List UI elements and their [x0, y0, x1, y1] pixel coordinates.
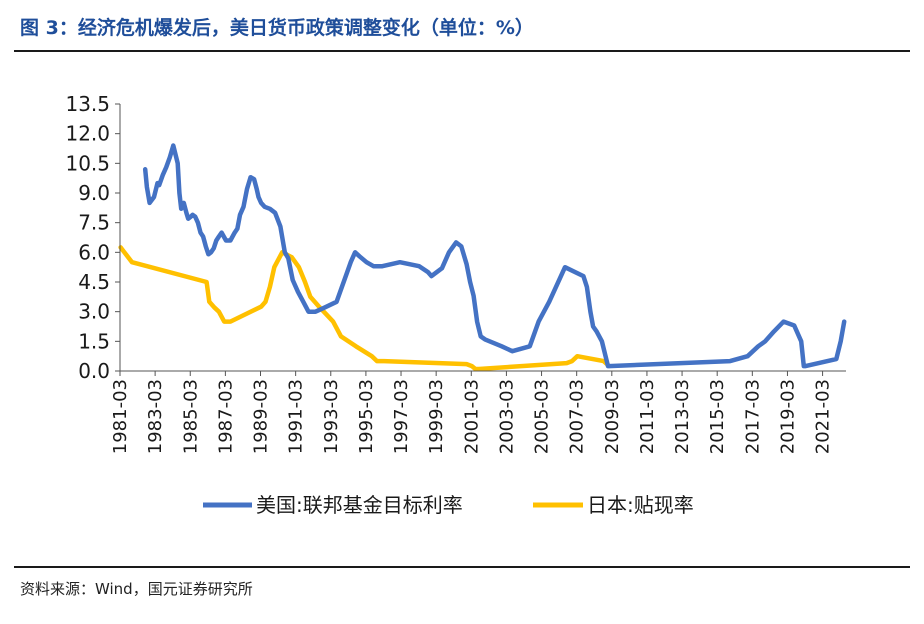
plot-area [118, 143, 847, 372]
x-tick-label: 2001-03 [461, 379, 482, 454]
x-tick-label: 2005-03 [532, 379, 553, 454]
x-tick-label: 2019-03 [777, 379, 798, 454]
x-tick-label: 1993-03 [321, 379, 342, 454]
x-tick-label: 1981-03 [110, 379, 131, 454]
y-tick-label: 4.5 [78, 270, 110, 294]
y-tick-label: 9.0 [78, 181, 110, 205]
x-tick-label: 2007-03 [567, 379, 588, 454]
y-axis: 0.0 1.5 3.0 4.5 6.0 7.5 9.0 10.5 12.0 13.5 [65, 92, 121, 383]
y-tick-label: 12.0 [65, 122, 110, 146]
x-tick-label: 2015-03 [707, 379, 728, 454]
x-tick-label: 1989-03 [251, 379, 272, 454]
x-tick-label: 2017-03 [742, 379, 763, 454]
x-tick-label: 1991-03 [286, 379, 307, 454]
y-tick-label: 10.5 [65, 151, 110, 175]
series-line-us-fed-funds [142, 143, 847, 369]
x-axis: 1981-03 1983-03 1985-03 1987-03 1989-03 1991-… [110, 370, 846, 454]
x-tick-label: 2011-03 [637, 379, 658, 454]
x-tick-label: 2003-03 [496, 379, 517, 454]
y-tick-label: 13.5 [65, 92, 110, 116]
legend-label-us: 美国:联邦基金目标利率 [256, 493, 463, 517]
x-tick-label: 1995-03 [356, 379, 377, 454]
x-tick-label: 1983-03 [145, 379, 166, 454]
y-tick-label: 7.5 [78, 211, 110, 235]
x-tick-label: 2013-03 [672, 379, 693, 454]
y-tick-label: 6.0 [78, 240, 110, 264]
series-line-jp-discount-rate [118, 245, 611, 372]
line-chart: 0.0 1.5 3.0 4.5 6.0 7.5 9.0 10.5 12.0 13.5 1981-0… [65, 92, 847, 517]
x-tick-label: 1999-03 [426, 379, 447, 454]
title-rule [14, 50, 910, 52]
source-rule [14, 566, 910, 568]
x-tick-label: 1985-03 [180, 379, 201, 454]
legend: 美国:联邦基金目标利率 日本:贴现率 [203, 493, 694, 517]
x-tick-label: 1987-03 [215, 379, 236, 454]
x-tick-label: 1997-03 [391, 379, 412, 454]
legend-label-jp: 日本:贴现率 [587, 493, 694, 517]
y-tick-label: 3.0 [78, 300, 110, 324]
figure-title: 图 3：经济危机爆发后，美日货币政策调整变化（单位：%） [20, 17, 534, 39]
y-tick-label: 1.5 [78, 329, 110, 353]
x-tick-label: 2009-03 [602, 379, 623, 454]
source-note: 资料来源：Wind，国元证券研究所 [20, 580, 253, 598]
x-tick-label: 2021-03 [813, 379, 834, 454]
y-tick-label: 0.0 [78, 359, 110, 383]
